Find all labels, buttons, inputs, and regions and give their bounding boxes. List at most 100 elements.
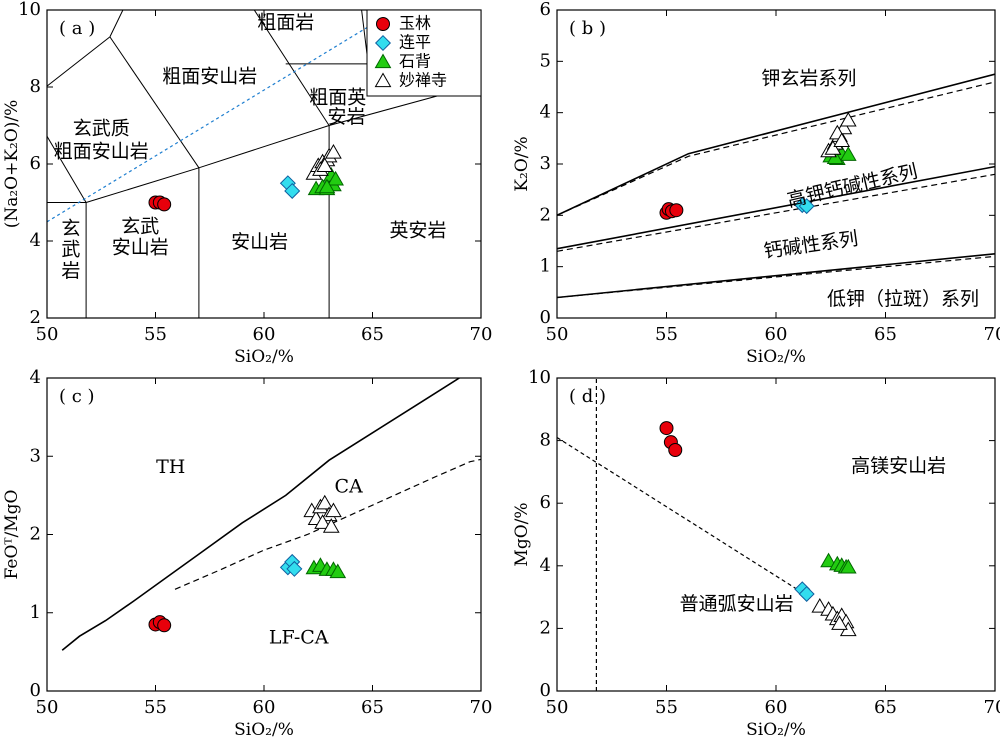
field-boundary-line [198, 125, 330, 169]
series-2 [307, 167, 344, 196]
y-tick-label: 3 [540, 153, 551, 174]
data-point [839, 558, 857, 574]
data-point [325, 502, 342, 518]
field-label: 粗面安山岩 [54, 140, 149, 162]
x-tick-label: 70 [470, 324, 493, 345]
y-tick-label: 1 [30, 602, 41, 623]
data-point [318, 178, 336, 194]
series-3 [811, 597, 857, 637]
data-point [284, 182, 301, 199]
x-tick-label: 60 [253, 697, 276, 718]
y-tick-label: 4 [30, 230, 41, 251]
y-tick-label: 2 [30, 307, 41, 328]
data-point [322, 518, 340, 533]
y-tick-label: 2 [540, 617, 551, 638]
y-axis-label: MgO/% [512, 502, 532, 566]
x-tick-label: 65 [361, 324, 384, 345]
dashed-boundary-line [557, 255, 995, 299]
x-tick-label: 70 [984, 697, 1000, 718]
y-tick-label: 0 [30, 680, 41, 701]
data-point [824, 140, 842, 155]
y-tick-label: 3 [30, 445, 41, 466]
y-tick-label: 4 [540, 555, 551, 576]
y-tick-label: 10 [18, 0, 41, 20]
field-label: 安山岩 [112, 237, 169, 259]
y-tick-label: 2 [30, 524, 41, 545]
field-label: LF-CA [269, 627, 329, 649]
y-tick-label: 6 [540, 492, 551, 513]
series-0 [148, 195, 172, 212]
series-boundary-line [61, 378, 460, 651]
data-point [798, 585, 815, 602]
x-axis-label: SiO₂/% [746, 720, 806, 740]
series-2 [820, 552, 857, 574]
x-tick-label: 60 [765, 324, 788, 345]
data-point [798, 198, 815, 215]
series-3 [303, 494, 342, 533]
field-label: 安山岩 [231, 231, 288, 253]
x-tick-label: 65 [874, 697, 897, 718]
series-1 [279, 553, 303, 577]
field-boundary-line [85, 167, 200, 203]
x-axis-label: SiO₂/% [234, 347, 294, 367]
dashed-boundary-line [174, 458, 481, 590]
plot-area [61, 378, 481, 651]
y-tick-label: 2 [540, 204, 551, 225]
series-1 [279, 175, 301, 199]
x-tick-label: 70 [984, 324, 1000, 345]
series-3 [820, 111, 857, 158]
panel-label: ( c ) [59, 386, 95, 407]
legend-marker [374, 72, 392, 88]
field-label: 武 [61, 239, 80, 261]
legend-marker [374, 34, 392, 52]
legend-label: 石背 [399, 52, 431, 71]
series-0 [659, 421, 683, 457]
x-axis-label: SiO₂/% [746, 347, 806, 367]
legend-label: 妙禅寺 [399, 71, 447, 90]
y-tick-label: 4 [540, 102, 551, 123]
x-tick-label: 50 [36, 697, 59, 718]
panel-b: 钾玄岩系列高钾钙碱性系列钙碱性系列低钾（拉斑）系列505560657001234… [512, 0, 1000, 367]
data-point [833, 132, 851, 148]
axes-frame [556, 9, 996, 319]
alkaline-divider-line [47, 21, 378, 223]
x-tick-label: 55 [655, 324, 678, 345]
x-tick-label: 55 [144, 697, 167, 718]
dashed-boundary-line [557, 81, 995, 216]
data-point [327, 170, 344, 186]
data-point [820, 552, 837, 568]
data-point [286, 560, 303, 577]
field-boundary-line [109, 36, 200, 169]
axes-frame [556, 377, 996, 692]
series-1 [794, 197, 815, 215]
plot-area [557, 73, 995, 299]
series-3 [305, 143, 342, 180]
x-tick-label: 50 [546, 324, 569, 345]
data-point [316, 494, 334, 510]
x-tick-label: 60 [253, 324, 276, 345]
field-label: 岩 [61, 260, 80, 282]
data-point [316, 157, 334, 173]
y-axis-label: (Na₂O+K₂O)/% [2, 100, 22, 229]
data-point [157, 618, 172, 633]
x-tick-label: 70 [470, 697, 493, 718]
series-boundary-line [557, 165, 995, 250]
field-label: 普通弧安山岩 [680, 593, 794, 615]
field-label: 低钾（拉斑）系列 [827, 288, 979, 310]
field-label: 钙碱性系列 [762, 228, 859, 263]
y-tick-label: 6 [540, 0, 551, 20]
y-tick-label: 8 [540, 430, 551, 451]
data-point [325, 143, 342, 159]
x-tick-label: 50 [36, 324, 59, 345]
field-label: 粗面英 [309, 87, 366, 109]
data-point [811, 597, 829, 613]
panel-c: TH CA LF-CA 50 55 60 65 70 0 1 2 3 4 SiO₂/% FeOᵀ/MgO ( … [2, 367, 492, 740]
data-point [831, 615, 848, 630]
field-label: 钾玄岩系列 [761, 67, 856, 89]
dashed-boundary-line [557, 436, 805, 595]
y-tick-label: 5 [540, 50, 551, 71]
series-1 [794, 581, 815, 602]
x-tick-label: 65 [361, 697, 384, 718]
